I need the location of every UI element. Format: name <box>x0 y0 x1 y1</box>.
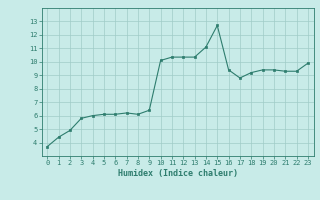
X-axis label: Humidex (Indice chaleur): Humidex (Indice chaleur) <box>118 169 237 178</box>
